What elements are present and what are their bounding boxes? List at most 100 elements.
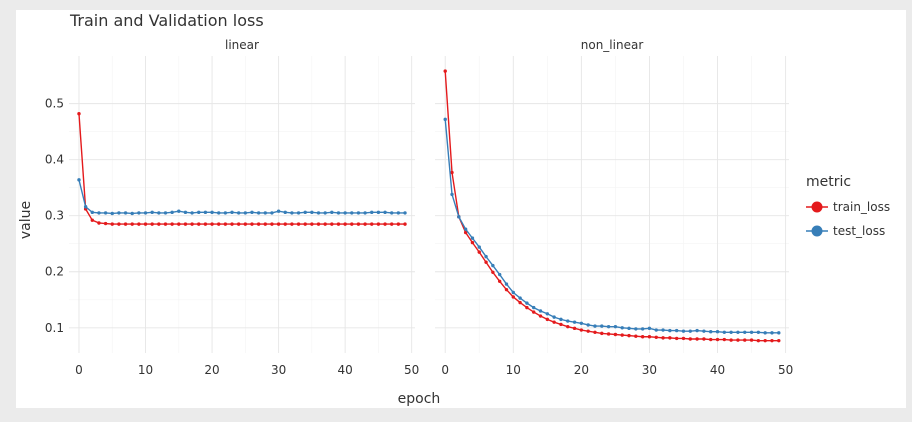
data-point-test-loss	[600, 324, 604, 328]
facet-label-linear: linear	[225, 38, 259, 52]
data-point-test-loss	[350, 211, 354, 215]
data-point-test-loss	[586, 323, 590, 327]
data-point-train-loss	[640, 335, 645, 339]
data-point-test-loss	[634, 327, 638, 331]
x-tick-label: 0	[441, 363, 449, 377]
data-point-train-loss	[688, 337, 692, 341]
legend-label-train-loss: train_loss	[833, 200, 890, 214]
facet-panel-linear	[69, 56, 415, 353]
chart-container: Train and Validation loss linear non_lin…	[16, 10, 906, 408]
data-point-test-loss	[709, 330, 713, 334]
y-tick-label: 0.3	[45, 209, 64, 223]
data-point-train-loss	[263, 222, 267, 226]
data-point-test-loss	[688, 329, 692, 333]
data-point-train-loss	[593, 330, 597, 334]
data-point-train-loss	[525, 305, 529, 310]
data-point-train-loss	[518, 300, 522, 305]
series-line-train-loss	[78, 113, 406, 225]
data-point-test-loss	[484, 254, 488, 259]
series-line-train-loss	[444, 71, 779, 342]
data-point-test-loss	[579, 321, 584, 325]
data-point-train-loss	[110, 222, 114, 226]
data-point-test-loss	[163, 211, 168, 215]
data-point-train-loss	[177, 222, 181, 226]
data-point-test-loss	[177, 209, 181, 213]
data-point-train-loss	[396, 222, 401, 226]
data-point-test-loss	[143, 211, 148, 215]
data-point-test-loss	[552, 315, 556, 319]
data-point-test-loss	[620, 326, 624, 330]
data-point-test-loss	[270, 211, 274, 215]
data-point-test-loss	[559, 317, 563, 322]
data-point-train-loss	[743, 338, 747, 342]
series-line-test-loss	[444, 119, 779, 334]
data-point-test-loss	[640, 327, 645, 331]
data-point-test-loss	[770, 331, 774, 335]
data-point-train-loss	[163, 222, 168, 226]
data-point-train-loss	[296, 222, 301, 226]
data-point-train-loss	[383, 222, 387, 226]
x-tick-label: 10	[138, 363, 153, 377]
data-point-train-loss	[504, 287, 509, 292]
data-point-test-loss	[230, 210, 234, 215]
data-point-test-loss	[310, 210, 314, 215]
data-point-train-loss	[736, 338, 740, 342]
data-point-test-loss	[627, 326, 631, 331]
data-point-test-loss	[183, 210, 188, 215]
data-point-test-loss	[532, 305, 536, 310]
data-point-train-loss	[103, 221, 108, 226]
data-point-train-loss	[497, 279, 502, 283]
data-point-train-loss	[722, 337, 727, 342]
data-point-test-loss	[477, 245, 481, 249]
data-point-train-loss	[223, 222, 228, 226]
data-point-train-loss	[695, 337, 699, 341]
data-point-test-loss	[450, 192, 454, 197]
data-point-test-loss	[123, 211, 128, 215]
y-tick-label: 0.1	[45, 321, 64, 335]
data-point-test-loss	[390, 211, 394, 215]
data-point-test-loss	[457, 215, 461, 219]
data-point-test-loss	[763, 331, 767, 335]
data-point-test-loss	[356, 211, 361, 215]
x-tick-label: 50	[404, 363, 419, 377]
data-point-test-loss	[715, 330, 720, 334]
data-point-train-loss	[715, 337, 720, 342]
data-point-test-loss	[470, 236, 475, 240]
series-line-test-loss	[78, 179, 406, 215]
data-point-train-loss	[330, 222, 334, 226]
data-point-test-loss	[647, 326, 652, 331]
legend: metric train_loss test_loss	[806, 174, 890, 238]
y-axis-ticks: 0.1 0.2 0.3 0.4 0.5	[45, 97, 64, 335]
data-point-train-loss	[77, 112, 81, 116]
data-point-test-loss	[674, 328, 679, 333]
data-point-test-loss	[77, 178, 81, 182]
data-point-test-loss	[613, 324, 618, 329]
data-point-test-loss	[130, 211, 134, 216]
data-point-train-loss	[749, 338, 754, 342]
data-point-test-loss	[296, 211, 301, 215]
data-point-test-loss	[511, 290, 515, 295]
data-point-test-loss	[572, 320, 577, 324]
data-point-test-loss	[525, 301, 529, 305]
data-point-test-loss	[303, 210, 307, 215]
data-point-train-loss	[350, 222, 354, 226]
data-point-train-loss	[276, 222, 281, 226]
x-tick-label: 10	[506, 363, 521, 377]
data-point-train-loss	[681, 336, 686, 341]
data-point-train-loss	[363, 222, 367, 226]
data-point-train-loss	[123, 222, 128, 226]
data-point-test-loss	[110, 211, 114, 216]
data-point-train-loss	[250, 222, 254, 226]
x-axis-ticks: 0 10 20 30 40 50 0 10 20 30 40 50	[75, 363, 793, 377]
data-point-train-loss	[627, 333, 631, 338]
data-point-test-loss	[236, 211, 241, 215]
legend-title: metric	[806, 174, 851, 190]
data-point-test-loss	[83, 205, 88, 209]
data-point-test-loss	[190, 211, 194, 215]
data-point-test-loss	[97, 211, 101, 215]
x-tick-label: 20	[204, 363, 219, 377]
data-point-test-loss	[370, 210, 374, 215]
data-point-test-loss	[396, 211, 401, 215]
data-point-train-loss	[477, 250, 481, 254]
data-point-train-loss	[316, 222, 321, 226]
